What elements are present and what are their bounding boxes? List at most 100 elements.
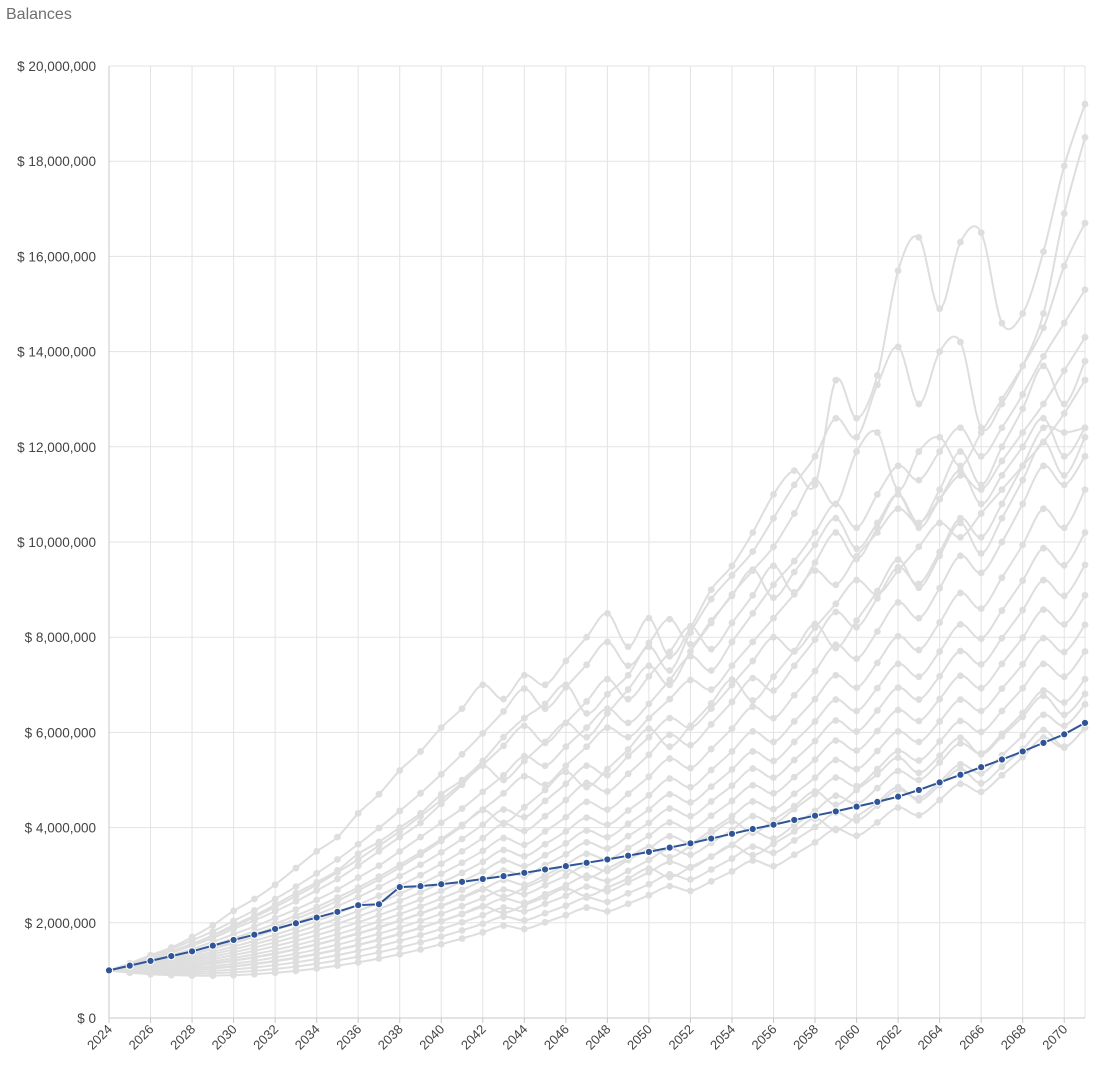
simulation-point <box>936 648 944 655</box>
simulation-point <box>1060 620 1068 628</box>
highlight-point <box>416 882 425 891</box>
simulation-point <box>707 853 715 861</box>
simulation-point <box>957 620 964 628</box>
simulation-point <box>687 622 694 630</box>
simulation-point <box>707 798 715 805</box>
highlight-point <box>644 847 654 856</box>
simulation-point <box>437 724 445 732</box>
simulation-point <box>417 896 424 903</box>
simulation-point <box>770 835 777 842</box>
simulation-point <box>583 892 591 900</box>
simulation-point <box>811 541 819 549</box>
simulation-point <box>687 876 694 883</box>
simulation-point <box>583 874 591 882</box>
highlight-point <box>312 913 321 922</box>
simulation-point <box>915 543 923 551</box>
simulation-point <box>479 928 487 936</box>
simulation-point <box>624 790 632 798</box>
simulation-point <box>873 747 881 755</box>
simulation-point <box>998 634 1006 642</box>
simulation-point <box>230 907 237 915</box>
x-tick-label: 2046 <box>541 1022 572 1053</box>
simulation-point <box>957 533 964 541</box>
simulation-point <box>1060 648 1068 656</box>
simulation-point <box>645 865 653 872</box>
simulation-point <box>520 862 528 870</box>
highlight-point <box>852 802 861 811</box>
simulation-point <box>977 605 985 613</box>
simulation-point <box>666 873 674 881</box>
simulation-point <box>271 903 279 911</box>
simulation-point <box>957 739 964 747</box>
simulation-point <box>998 500 1006 508</box>
simulation-point <box>770 840 777 848</box>
simulation-point <box>375 917 383 925</box>
simulation-point <box>479 834 487 842</box>
simulation-point <box>707 720 715 728</box>
simulation-point <box>520 901 528 909</box>
simulation-point <box>666 818 674 826</box>
simulation-point <box>1019 405 1027 413</box>
simulation-point <box>873 765 881 773</box>
simulation-point <box>894 267 902 275</box>
simulation-point <box>354 856 362 863</box>
simulation-point <box>749 638 757 646</box>
simulation-point <box>583 850 591 858</box>
simulation-point <box>624 671 632 679</box>
simulation-point <box>541 812 549 820</box>
simulation-point <box>645 880 653 888</box>
highlight-point <box>457 877 467 886</box>
simulation-point <box>271 881 279 889</box>
simulation-point <box>250 923 258 931</box>
simulation-point <box>541 875 549 883</box>
simulation-point <box>354 929 362 937</box>
simulation-point <box>853 765 860 773</box>
simulation-point <box>770 714 777 722</box>
simulation-point <box>687 640 694 648</box>
simulation-point <box>977 750 985 758</box>
simulation-point <box>957 760 964 768</box>
simulation-point <box>645 832 653 840</box>
simulation-point <box>728 818 736 825</box>
simulation-point <box>292 864 300 872</box>
simulation-point <box>209 959 217 967</box>
simulation-point <box>749 851 757 859</box>
simulation-point <box>1081 219 1089 227</box>
simulation-point <box>687 887 694 895</box>
simulation-point <box>458 805 466 812</box>
highlight-point <box>395 883 404 892</box>
simulation-point <box>396 930 404 938</box>
simulation-point <box>728 725 736 732</box>
simulation-point <box>354 874 362 881</box>
simulation-point <box>666 648 674 656</box>
simulation-point <box>417 909 424 917</box>
simulation-point <box>562 911 570 919</box>
simulation-point <box>728 698 736 706</box>
simulation-point <box>354 913 362 921</box>
simulation-point <box>873 818 881 826</box>
simulation-point <box>770 687 777 694</box>
simulation-point <box>832 792 840 800</box>
highlight-point <box>499 872 508 881</box>
simulation-point <box>313 922 321 930</box>
simulation-point <box>624 643 632 651</box>
x-tick-label: 2030 <box>209 1022 240 1053</box>
simulation-point <box>458 886 466 894</box>
simulation-point <box>770 757 777 765</box>
simulation-point <box>915 448 923 455</box>
simulation-point <box>1081 675 1089 683</box>
simulation-point <box>832 514 840 522</box>
simulation-point <box>334 930 341 938</box>
simulation-point <box>334 935 341 943</box>
simulation-point <box>417 819 424 827</box>
highlight-point <box>291 919 300 928</box>
simulation-point <box>500 695 507 703</box>
simulation-point <box>915 738 923 746</box>
x-tick-label: 2040 <box>416 1022 447 1053</box>
simulation-point <box>832 801 840 809</box>
simulation-point <box>1040 424 1047 432</box>
simulation-point <box>562 872 570 880</box>
simulation-point <box>957 647 964 655</box>
simulation-series <box>105 529 1089 974</box>
